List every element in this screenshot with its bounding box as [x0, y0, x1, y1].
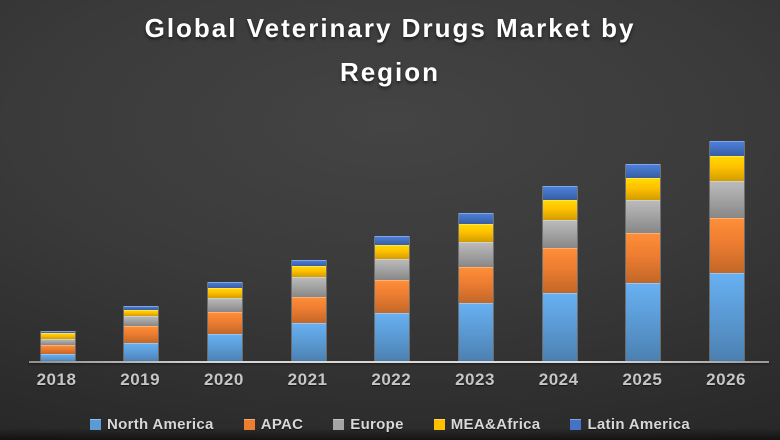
- legend-label: Europe: [350, 415, 404, 433]
- x-axis-label: 2020: [203, 370, 244, 389]
- bar-segment-latin-america: [207, 282, 242, 288]
- legend-swatch-latin-america: [570, 418, 582, 430]
- legend-item-europe: Europe: [333, 416, 403, 433]
- legend-item-latin-america: Latin America: [570, 416, 690, 433]
- bar-segment-apac: [542, 248, 577, 293]
- bar-segment-apac: [207, 312, 242, 334]
- bar-segment-north-america: [291, 323, 326, 363]
- bar-segment-north-america: [542, 293, 577, 363]
- legend-label: MEA&Africa: [450, 415, 541, 433]
- bar-segment-europe: [291, 277, 326, 297]
- bar-segment-latin-america: [124, 306, 159, 310]
- bar-2024: [541, 186, 578, 363]
- legend-item-north-america: North America: [89, 415, 214, 433]
- bar-segment-mea-africa: [291, 266, 326, 277]
- bar-segment-north-america: [375, 313, 410, 363]
- legend-item-apac: APAC: [243, 415, 304, 433]
- x-axis-label: 2021: [287, 370, 328, 389]
- bar-segment-latin-america: [375, 236, 410, 245]
- bar-segment-north-america: [459, 303, 493, 363]
- bar-segment-apac: [710, 218, 745, 273]
- x-axis-line: [29, 361, 769, 363]
- bar-2022: [374, 236, 411, 363]
- bar-segment-north-america: [40, 354, 75, 363]
- legend-label: North America: [106, 415, 214, 433]
- bar-segment-mea-africa: [124, 310, 159, 316]
- x-axis-label: 2026: [706, 370, 746, 389]
- bar-segment-north-america: [626, 283, 661, 363]
- bar-segment-apac: [124, 326, 159, 343]
- bar-2018: [39, 331, 76, 363]
- bar-segment-north-america: [124, 343, 159, 363]
- bar-segment-latin-america: [542, 186, 577, 200]
- bar-2025: [625, 164, 662, 363]
- bar-segment-europe: [542, 220, 577, 248]
- bar-segment-apac: [375, 280, 410, 313]
- chart-title-line-2: Region: [339, 57, 441, 87]
- bar-segment-apac: [291, 297, 326, 323]
- bar-segment-north-america: [207, 334, 242, 363]
- x-axis-label: 2022: [371, 370, 412, 389]
- bar-segment-europe: [375, 259, 410, 280]
- chart-title-line-1: Global Veterinary Drugs Market by: [144, 13, 636, 43]
- x-axis-label: 2023: [455, 370, 495, 389]
- x-axis-label: 2018: [36, 370, 77, 389]
- bar-segment-europe: [459, 242, 493, 267]
- bar-segment-latin-america: [291, 260, 326, 266]
- chart-title: Global Veterinary Drugs Market by Region: [60, 6, 720, 94]
- bar-segment-north-america: [710, 273, 745, 363]
- bar-segment-europe: [207, 298, 242, 312]
- bar-segment-europe: [626, 200, 661, 233]
- bar-segment-apac: [459, 267, 493, 303]
- bar-2023: [458, 213, 494, 363]
- bar-segment-latin-america: [626, 164, 661, 178]
- bar-segment-mea-africa: [40, 333, 75, 339]
- legend-swatch-europe: [333, 418, 345, 430]
- x-axis-label: 2025: [622, 370, 663, 389]
- legend: North America APAC Europe MEA&Africa Latin A…: [0, 413, 780, 435]
- bar-segment-mea-africa: [459, 224, 493, 242]
- bar-segment-europe: [710, 181, 745, 218]
- x-axis-label: 2024: [538, 370, 579, 389]
- legend-item-mea-africa: MEA&Africa: [433, 415, 541, 433]
- bar-segment-europe: [40, 339, 75, 345]
- bar-2019: [123, 306, 160, 363]
- bar-segment-mea-africa: [375, 245, 410, 259]
- bar-2020: [206, 282, 243, 363]
- bar-segment-apac: [40, 345, 75, 354]
- bar-segment-latin-america: [710, 141, 745, 156]
- bar-2021: [290, 260, 327, 363]
- x-axis-label: 2019: [120, 370, 161, 389]
- legend-swatch-mea-africa: [433, 418, 445, 430]
- bar-segment-latin-america: [459, 213, 493, 224]
- bar-segment-mea-africa: [710, 156, 745, 181]
- bar-segment-mea-africa: [207, 288, 242, 298]
- legend-swatch-apac: [243, 418, 255, 430]
- bar-segment-latin-america: [40, 331, 75, 333]
- bar-segment-mea-africa: [626, 178, 661, 200]
- legend-swatch-north-america: [89, 418, 101, 430]
- bar-segment-apac: [626, 233, 661, 283]
- bar-segment-europe: [124, 316, 159, 326]
- legend-label: APAC: [260, 415, 304, 433]
- bar-segment-mea-africa: [542, 200, 577, 220]
- legend-label: Latin America: [587, 415, 690, 433]
- bar-2026: [709, 141, 746, 363]
